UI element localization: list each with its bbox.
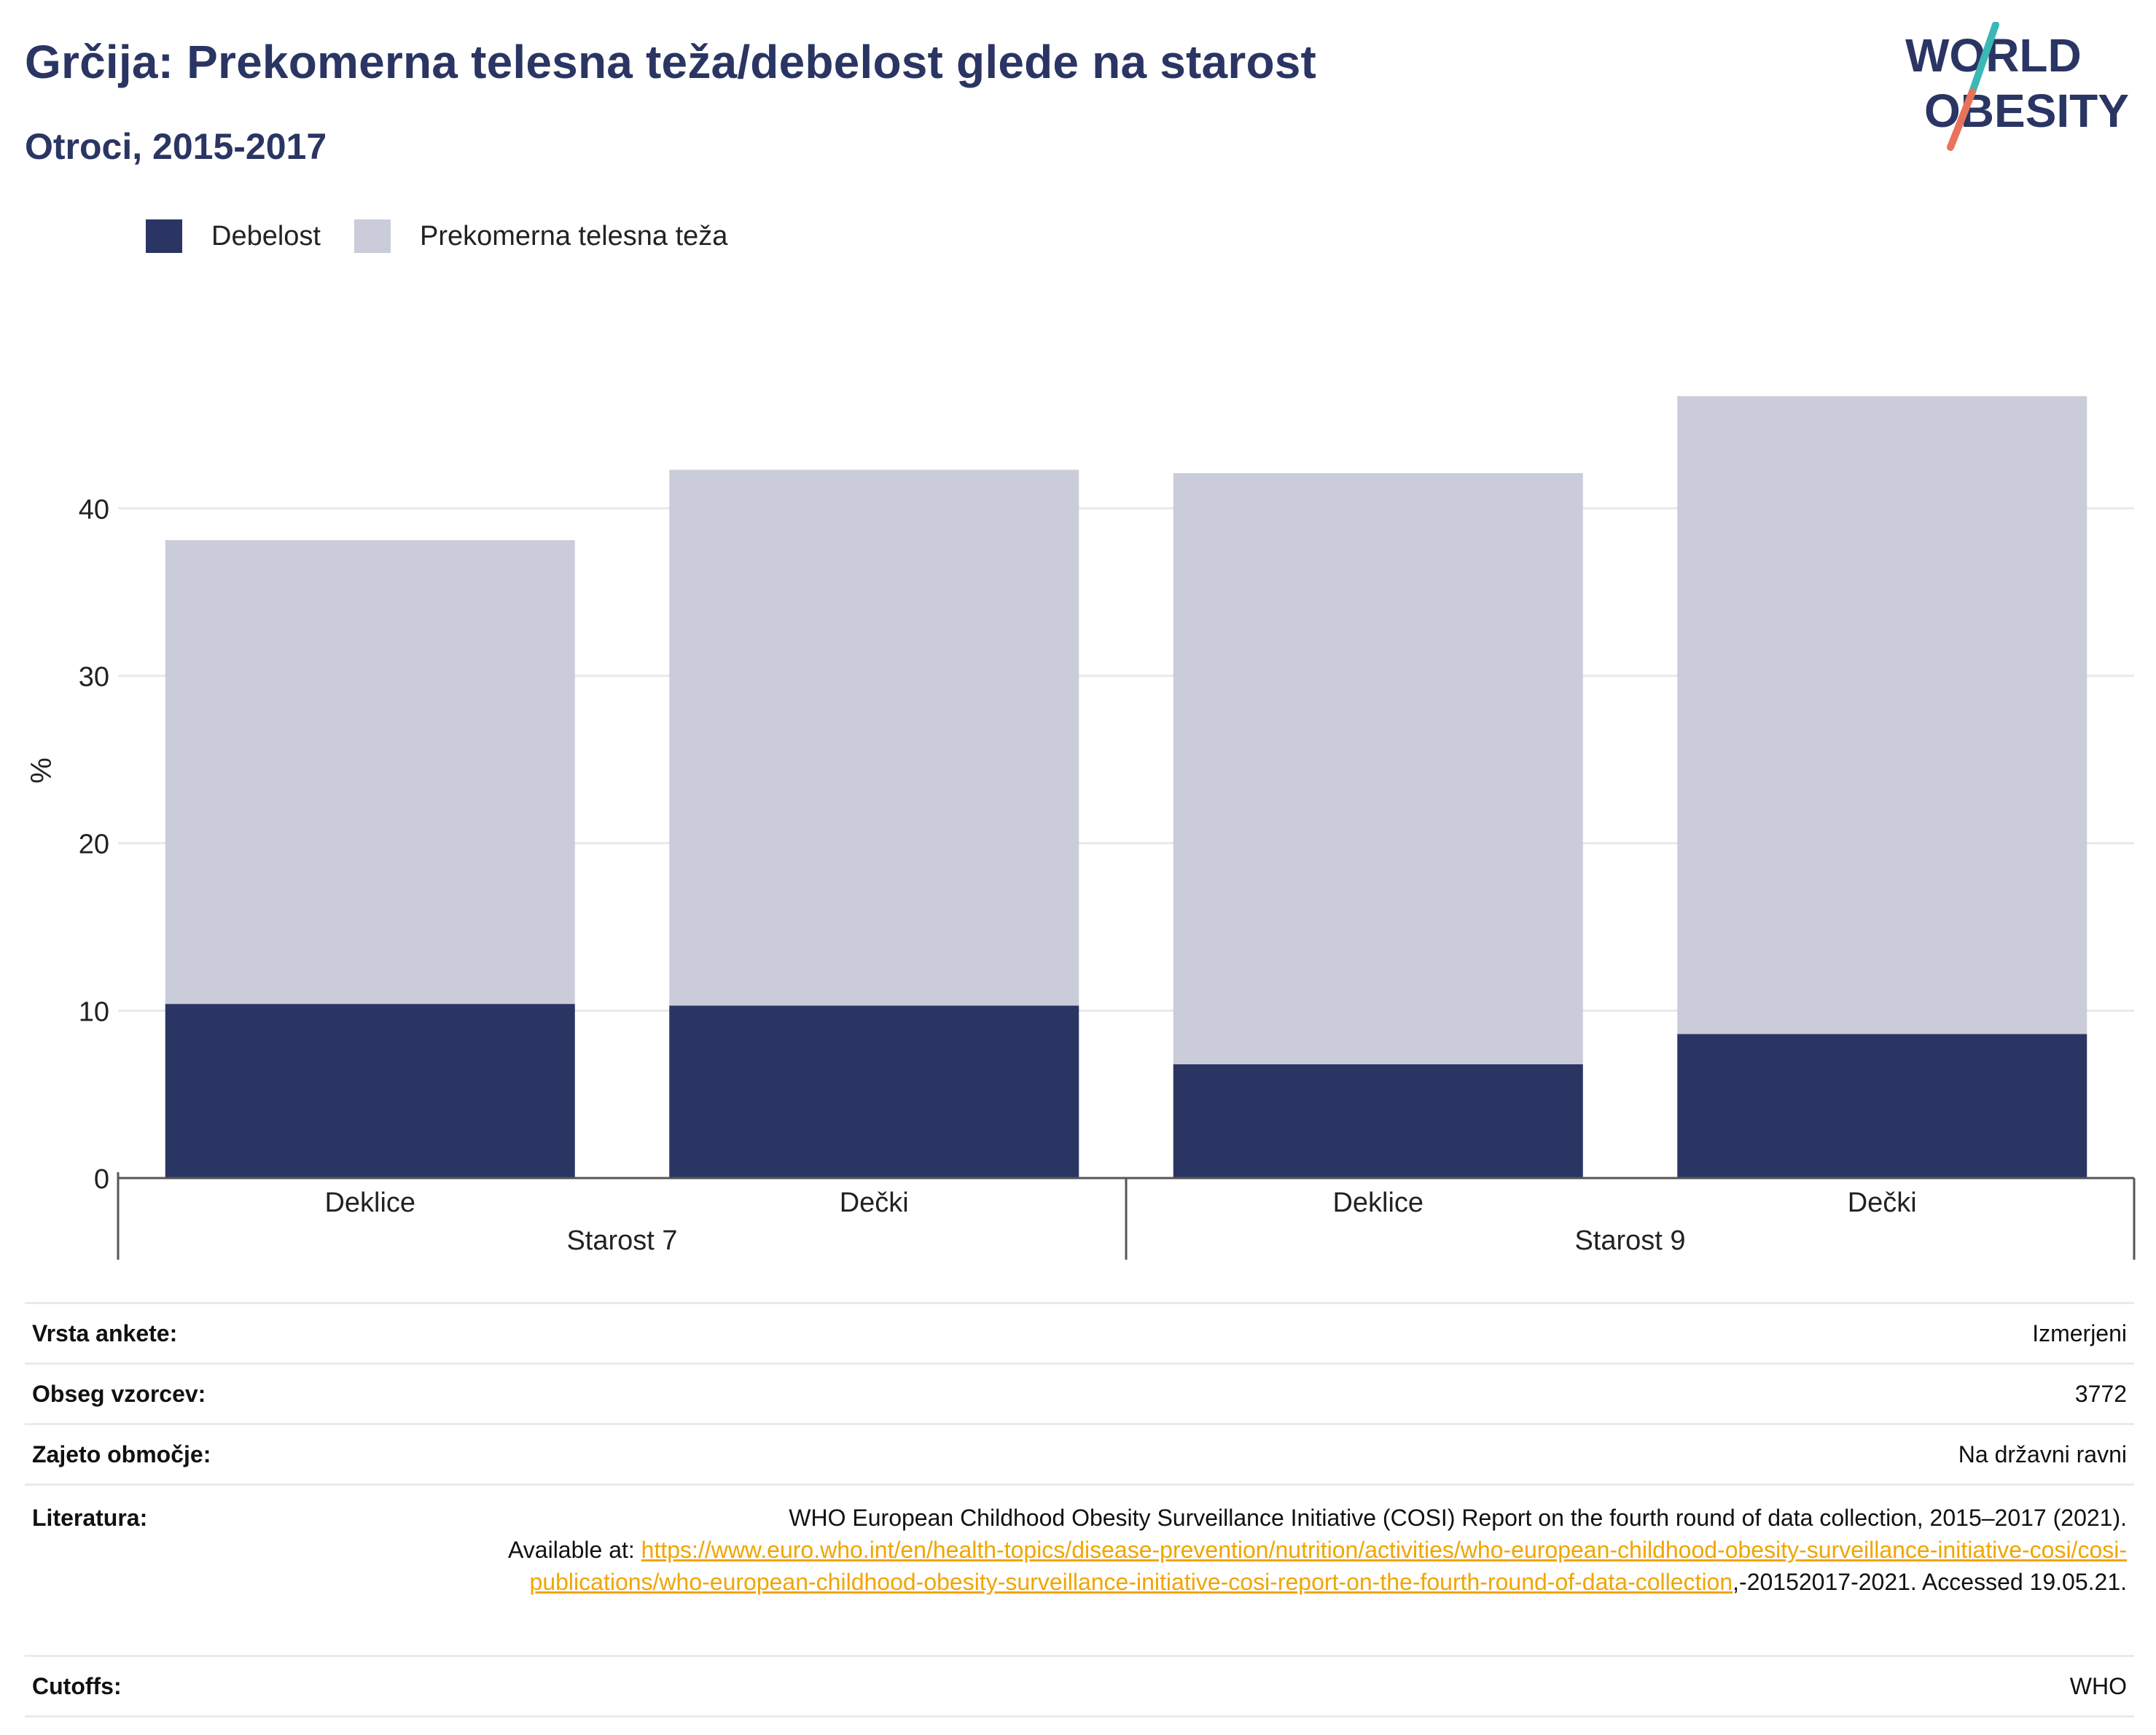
- page-title: Grčija: Prekomerna telesna teža/debelost…: [25, 36, 1317, 88]
- info-row-sample-size: Obseg vzorcev: 3772: [25, 1362, 2134, 1424]
- info-value: WHO: [477, 1655, 2134, 1718]
- reference-citation: WHO European Childhood Obesity Surveilla…: [789, 1505, 2127, 1531]
- bar-overweight: [1677, 396, 2087, 1034]
- y-tick-label: 30: [79, 662, 109, 693]
- bar-obesity: [165, 1004, 575, 1178]
- x-tick-label: Deklice: [1332, 1188, 1423, 1218]
- info-label: Zajeto območje:: [25, 1423, 477, 1485]
- info-row-survey-type: Vrsta ankete: Izmerjeni: [25, 1302, 2134, 1364]
- y-tick-label: 40: [79, 494, 109, 525]
- bar-obesity: [669, 1005, 1079, 1178]
- stacked-bar-chart: 0 10 20 30 40% Deklice Dečki Deklice Dečki Staros…: [26, 396, 2136, 1260]
- y-tick-label: 0: [94, 1164, 109, 1195]
- x-group-label: Starost 7: [566, 1225, 677, 1256]
- legend-item-overweight[interactable]: Prekomerna telesna teža: [354, 219, 727, 253]
- y-tick-label: 20: [79, 830, 109, 860]
- bar-obesity: [1173, 1064, 1583, 1178]
- survey-info-table: Vrsta ankete: Izmerjeni Obseg vzorcev: 3…: [25, 1302, 2134, 1718]
- legend-label-overweight: Prekomerna telesna teža: [419, 220, 728, 252]
- x-tick-label: Dečki: [840, 1188, 909, 1218]
- legend-label-obesity: Debelost: [211, 220, 321, 252]
- bar-overweight: [1173, 473, 1583, 1064]
- logo-slash-top-icon: [1969, 22, 1999, 95]
- logo-slash-bottom-icon: [1947, 88, 1976, 151]
- reference-link[interactable]: https://www.euro.who.int/en/health-topic…: [529, 1537, 2127, 1595]
- world-obesity-logo: WORLD OBESITY: [1905, 22, 2129, 151]
- chart-legend: Debelost Prekomerna telesna teža: [146, 216, 761, 257]
- bar-obesity: [1677, 1034, 2087, 1178]
- info-label: Literatura:: [25, 1483, 477, 1656]
- y-tick-label: 10: [79, 997, 109, 1027]
- bar-overweight: [165, 539, 575, 1005]
- legend-swatch-obesity: [146, 219, 182, 253]
- bar-overweight: [669, 469, 1079, 1006]
- y-axis-label: %: [26, 757, 58, 784]
- info-label: Cutoffs:: [25, 1655, 477, 1718]
- info-value: Izmerjeni: [477, 1302, 2134, 1364]
- reference-value: WHO European Childhood Obesity Surveilla…: [477, 1483, 2134, 1656]
- info-label: Obseg vzorcev:: [25, 1362, 477, 1424]
- x-tick-label: Deklice: [324, 1188, 415, 1218]
- reference-accessed: ,-20152017-2021. Accessed 19.05.21.: [1733, 1569, 2127, 1595]
- info-row-reference: Literatura: WHO European Childhood Obesi…: [25, 1483, 2134, 1656]
- info-value: Na državni ravni: [477, 1423, 2134, 1485]
- x-tick-label: Dečki: [1848, 1188, 1917, 1218]
- info-row-coverage: Zajeto območje: Na državni ravni: [25, 1423, 2134, 1485]
- reference-available-at: Available at:: [508, 1537, 641, 1563]
- x-group-label: Starost 9: [1574, 1225, 1685, 1256]
- page-subtitle: Otroci, 2015-2017: [25, 126, 327, 167]
- info-row-cutoffs: Cutoffs: WHO: [25, 1655, 2134, 1718]
- legend-item-obesity[interactable]: Debelost: [146, 219, 321, 253]
- info-label: Vrsta ankete:: [25, 1302, 477, 1364]
- info-value: 3772: [477, 1362, 2134, 1424]
- legend-swatch-overweight: [354, 219, 391, 253]
